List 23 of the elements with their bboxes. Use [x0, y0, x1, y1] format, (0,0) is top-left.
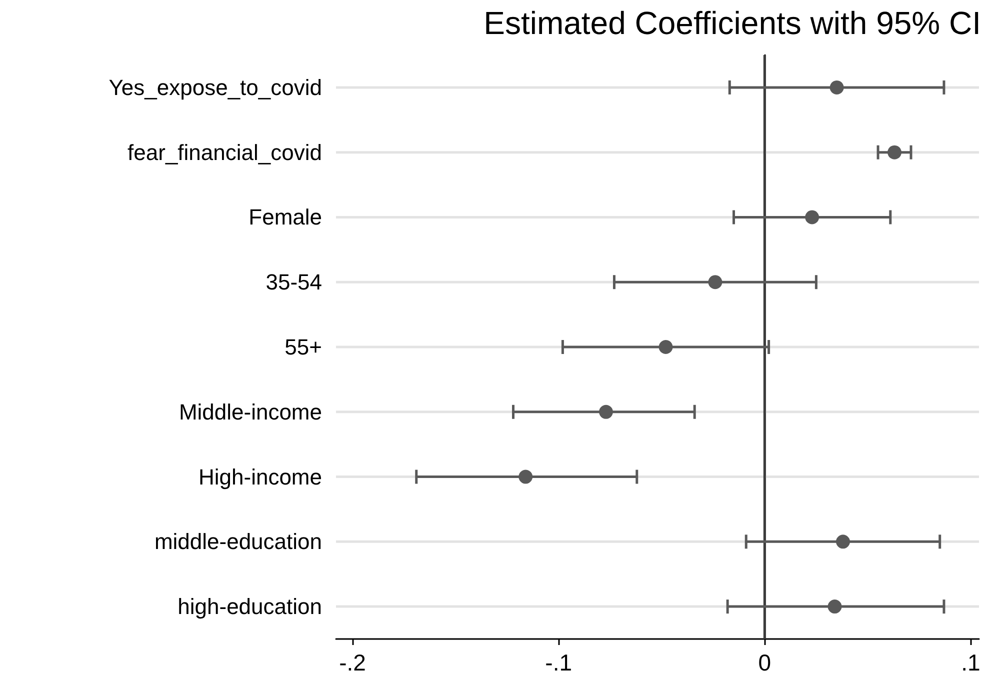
point — [836, 534, 850, 549]
y-tick-label: 55+ — [284, 334, 322, 360]
y-tick-label: fear_financial_covid — [128, 140, 322, 165]
point — [830, 80, 844, 94]
y-tick-label: 35-54 — [266, 270, 322, 295]
point — [598, 404, 613, 419]
y-tick-label: Female — [248, 204, 322, 230]
point — [828, 600, 842, 614]
x-tick-label: -.2 — [339, 650, 366, 676]
y-tick-label: high-education — [178, 594, 322, 620]
point — [805, 210, 820, 224]
y-tick-label: middle-education — [154, 529, 322, 554]
point — [708, 275, 722, 290]
x-tick-label: 0 — [758, 650, 772, 676]
chart-title: Estimated Coefficients with 95% CI — [484, 5, 981, 41]
point — [658, 340, 673, 354]
x-tick-label: -.1 — [545, 650, 572, 676]
point — [888, 145, 902, 160]
x-tick-label: .1 — [961, 650, 980, 676]
point — [518, 470, 533, 484]
y-tick-label: Middle-income — [178, 399, 322, 424]
y-tick-label: High-income — [198, 464, 322, 490]
y-tick-label: Yes_expose_to_covid — [108, 74, 322, 100]
